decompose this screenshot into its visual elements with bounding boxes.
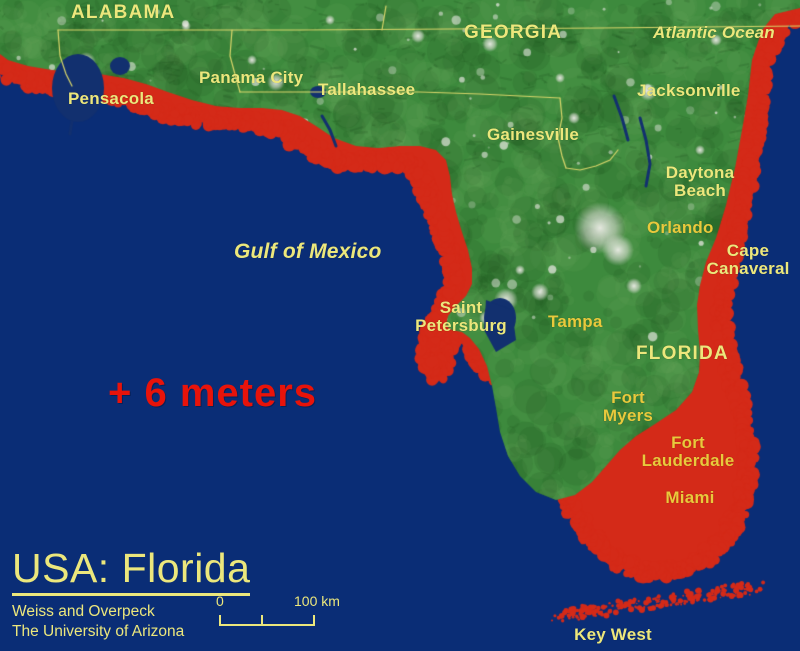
state-label-georgia: GEORGIA [464,23,562,43]
map-byline: Weiss and Overpeck The University of Ari… [12,602,250,641]
label-line: Atlantic Ocean [653,23,775,42]
map-caption: USA: Florida Weiss and Overpeck The Univ… [12,548,251,641]
label-line: Tampa [548,312,603,331]
water-label-atlantic-ocean: Atlantic Ocean [653,24,775,42]
scale-bar-rule [219,615,315,626]
label-line: Key West [574,625,652,644]
label-line: Gainesville [487,125,579,144]
byline-institution: The University of Arizona [12,622,185,640]
sea-level-rise-label: + 6 meters [108,371,318,415]
city-label-orlando: Orlando [647,219,714,237]
scale-bar: 0 100 km [216,593,340,633]
label-line: Fort [611,388,645,407]
water-label-gulf-of-mexico: Gulf of Mexico [234,240,382,263]
scale-bar-midtick [261,615,263,624]
label-line: Beach [673,180,727,200]
city-label-saint-petersburg: Saint Petersburg [415,299,507,335]
label-line: Pensacola [68,89,154,108]
city-label-pensacola: Pensacola [68,90,154,108]
city-label-tampa: Tampa [548,313,603,331]
label-line: Orlando [647,218,714,237]
city-label-jacksonville: Jacksonville [637,82,741,100]
label-line: GEORGIA [464,22,563,43]
city-label-cape-canaveral: Cape Canaveral [706,242,789,278]
label-line: Jacksonville [637,81,741,100]
city-label-key-west: Key West [574,626,652,644]
label-line: Myers [602,405,654,425]
label-line: Gulf of Mexico [234,240,382,263]
state-label-alabama: ALABAMA [71,3,175,23]
label-line: Saint [439,298,483,317]
map-title: USA: Florida [12,548,251,597]
city-label-daytona-beach: Daytona Beach [666,164,734,200]
label-line: Petersburg [415,315,507,335]
label-line: Fort [671,433,705,452]
state-label-florida: FLORIDA [636,344,729,364]
label-line: Tallahassee [318,80,416,99]
label-line: Panama City [199,68,304,87]
label-line: Lauderdale [641,450,735,470]
label-line: Daytona [665,163,735,182]
label-line: Cape [726,241,770,260]
scale-end-label: 100 km [294,593,340,609]
scale-start-label: 0 [216,593,224,609]
city-label-fort-myers: Fort Myers [603,389,653,425]
city-label-fort-lauderdale: Fort Lauderdale [642,434,735,470]
byline-authors: Weiss and Overpeck [12,603,155,621]
label-line: Canaveral [706,258,790,278]
label-line: Miami [665,488,715,507]
label-line: ALABAMA [71,2,176,23]
city-label-tallahassee: Tallahassee [318,81,415,99]
city-label-panama-city: Panama City [199,69,303,87]
city-label-miami: Miami [665,489,714,507]
label-line: FLORIDA [636,343,729,364]
city-label-gainesville: Gainesville [487,126,579,144]
